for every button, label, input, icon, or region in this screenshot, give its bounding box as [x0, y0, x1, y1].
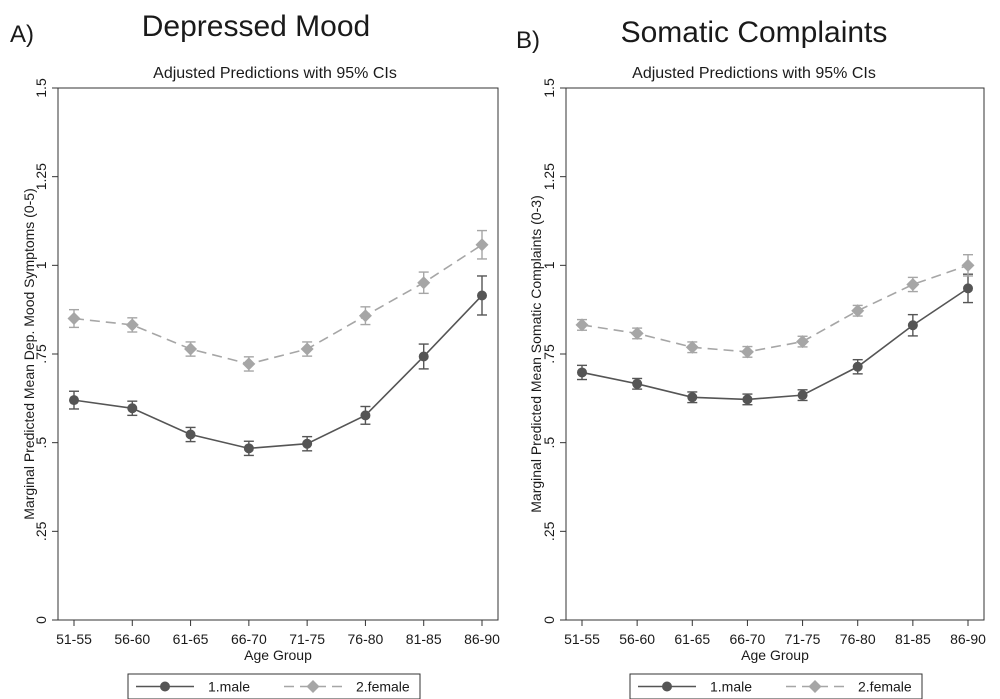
data-point [243, 443, 254, 454]
y-tick-label: 0 [541, 616, 557, 624]
y-tick-label: 1.25 [541, 163, 557, 190]
x-tick-label: 71-75 [289, 631, 325, 647]
data-point [302, 438, 313, 449]
data-point [577, 367, 587, 378]
y-tick-label: 1.25 [33, 163, 49, 190]
data-point [685, 340, 699, 354]
data-point [125, 318, 139, 332]
legend: 1.male 2.female [127, 673, 421, 699]
y-tick-label: 1 [541, 261, 557, 269]
series-female [575, 253, 975, 359]
data-point [418, 351, 429, 362]
y-tick-label: 1.5 [33, 78, 49, 98]
x-tick-label: 81-85 [895, 631, 931, 647]
x-tick-label: 51-55 [564, 631, 600, 647]
y-tick-label: .75 [33, 344, 49, 364]
legend-label: 2.female [858, 679, 912, 695]
x-tick-label: 66-70 [231, 631, 267, 647]
legend: 1.male 2.female [629, 673, 923, 699]
x-tick-label: 66-70 [730, 631, 766, 647]
series-male [69, 275, 487, 457]
data-point [475, 238, 489, 252]
y-tick-label: .5 [33, 437, 49, 449]
data-point [851, 304, 865, 318]
data-point [242, 357, 256, 371]
data-point [67, 312, 81, 326]
data-point [360, 410, 371, 421]
data-point [742, 394, 753, 405]
legend-marker [662, 681, 672, 692]
panel-letter: B) [516, 27, 540, 54]
x-axis-label: Age Group [741, 647, 809, 663]
x-tick-label: 56-60 [619, 631, 655, 647]
series-line [581, 287, 969, 401]
data-point [358, 309, 372, 323]
series-male [577, 273, 973, 406]
data-point [906, 277, 920, 291]
data-point [797, 390, 808, 401]
legend-marker [306, 680, 320, 693]
y-axis-label: Marginal Predicted Mean Dep. Mood Sympto… [21, 188, 37, 519]
chart-subtitle: Adjusted Predictions with 95% CIs [153, 65, 397, 82]
x-tick-label: 86-90 [464, 631, 500, 647]
data-point [632, 378, 643, 389]
x-tick-label: 61-65 [674, 631, 710, 647]
series-line [581, 264, 969, 353]
data-point [185, 429, 196, 440]
legend-marker [160, 681, 170, 692]
data-point [417, 276, 431, 290]
plot-frame [565, 87, 985, 621]
legend-marker [808, 680, 822, 693]
data-point [961, 258, 975, 272]
legend-label: 2.female [356, 679, 410, 695]
y-tick-label: .5 [541, 437, 557, 449]
data-point [740, 345, 754, 359]
x-tick-label: 61-65 [173, 631, 209, 647]
plot-frame [57, 87, 499, 621]
legend-label: 1.male [208, 679, 250, 695]
data-point [69, 395, 79, 406]
data-point [907, 320, 918, 331]
y-axis-label: Marginal Predicted Mean Somatic Complain… [528, 195, 544, 512]
y-tick-label: 1.5 [541, 78, 557, 98]
data-point [796, 335, 810, 349]
data-point [852, 361, 863, 372]
y-tick-label: .25 [541, 521, 557, 541]
x-tick-label: 76-80 [348, 631, 384, 647]
x-tick-label: 81-85 [406, 631, 442, 647]
data-point [687, 392, 698, 403]
series-line [73, 294, 483, 450]
data-point [184, 342, 198, 356]
y-tick-label: 1 [33, 261, 49, 269]
x-tick-label: 51-55 [56, 631, 92, 647]
x-tick-label: 71-75 [785, 631, 821, 647]
panel-a: A) Depressed Mood Adjusted Predictions wit… [10, 10, 500, 699]
y-tick-label: 0 [33, 616, 49, 624]
panel-letter: A) [10, 21, 34, 48]
y-tick-label: .75 [541, 344, 557, 364]
panel-b: B) Somatic Complaints Adjusted Predictions… [516, 16, 986, 699]
series-female [67, 229, 489, 372]
x-tick-label: 56-60 [114, 631, 150, 647]
x-axis-label: Age Group [244, 647, 312, 663]
data-point [630, 326, 644, 340]
chart-subtitle: Adjusted Predictions with 95% CIs [632, 65, 876, 82]
chart-title: Somatic Complaints [621, 16, 888, 49]
legend-label: 1.male [710, 679, 752, 695]
data-point [963, 283, 973, 294]
y-tick-label: .25 [33, 521, 49, 541]
data-point [300, 342, 314, 356]
x-tick-label: 76-80 [840, 631, 876, 647]
data-point [127, 403, 138, 414]
series-line [73, 244, 483, 365]
x-tick-label: 86-90 [950, 631, 986, 647]
data-point [575, 318, 589, 332]
chart-title: Depressed Mood [142, 10, 370, 43]
data-point [477, 290, 487, 301]
